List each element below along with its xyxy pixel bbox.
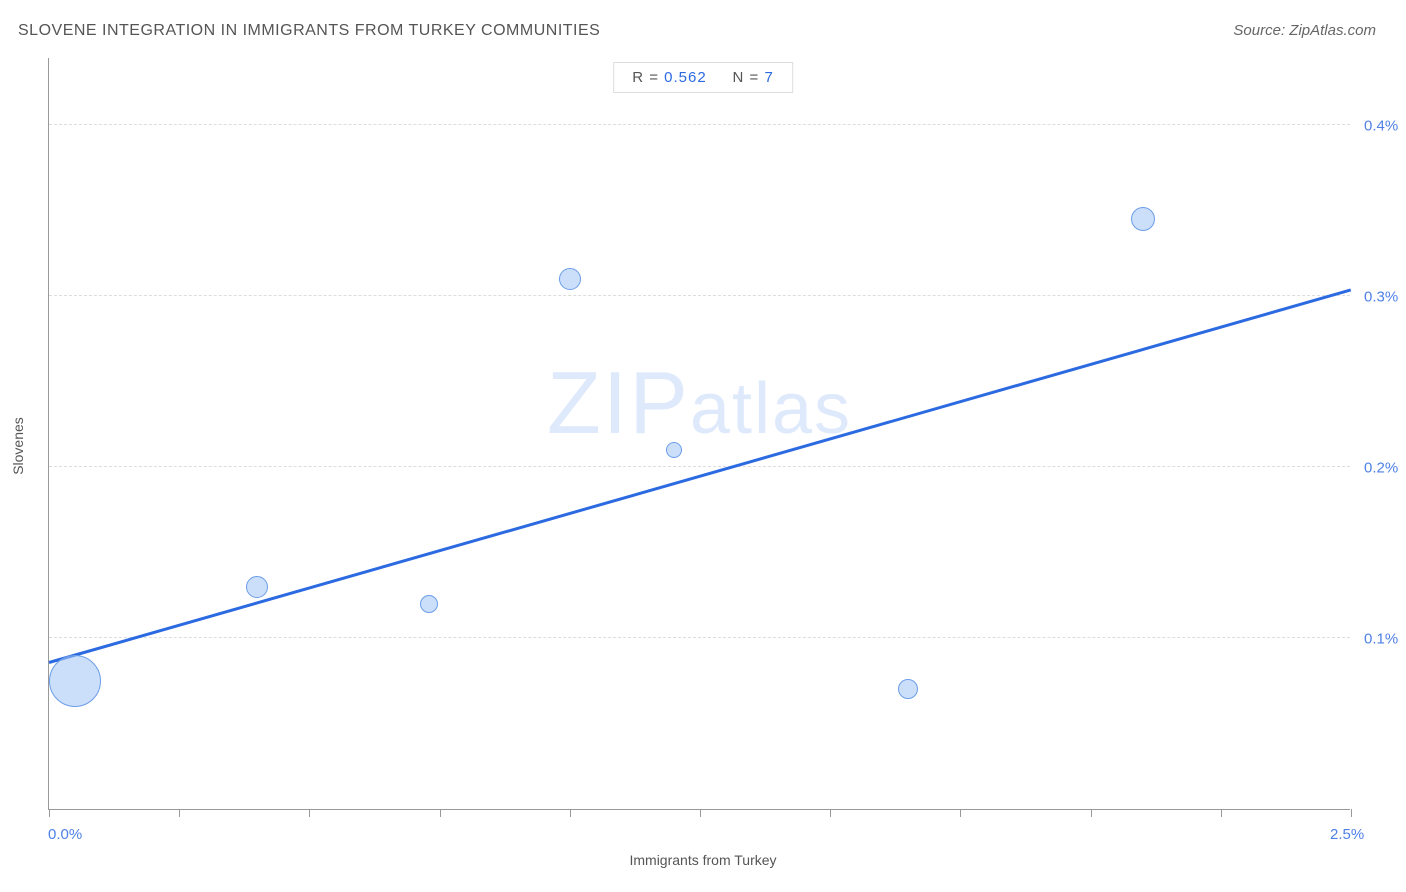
data-point [49, 655, 101, 707]
x-tick [49, 809, 50, 817]
source-name: ZipAtlas.com [1289, 22, 1376, 39]
n-value: 7 [764, 69, 773, 86]
y-gridline [49, 466, 1350, 467]
y-tick-label: 0.1% [1364, 631, 1398, 648]
y-gridline [49, 124, 1350, 125]
y-axis-label: Slovenes [10, 417, 26, 475]
n-label: N = [733, 69, 765, 86]
x-tick [440, 809, 441, 817]
data-point [1131, 207, 1155, 231]
r-label: R = [632, 69, 664, 86]
x-tick [570, 809, 571, 817]
x-tick [179, 809, 180, 817]
x-tick [830, 809, 831, 817]
y-tick-label: 0.4% [1364, 118, 1398, 135]
r-value: 0.562 [664, 69, 707, 86]
x-axis-label: Immigrants from Turkey [629, 852, 776, 868]
x-tick [309, 809, 310, 817]
data-point [898, 679, 918, 699]
y-tick-label: 0.2% [1364, 460, 1398, 477]
stats-box: R = 0.562 N = 7 [613, 62, 793, 93]
source-attribution: Source: ZipAtlas.com [1233, 22, 1376, 39]
chart-title: SLOVENE INTEGRATION IN IMMIGRANTS FROM T… [18, 22, 600, 40]
data-point [246, 576, 268, 598]
data-point [666, 442, 682, 458]
x-tick [1351, 809, 1352, 817]
y-gridline [49, 637, 1350, 638]
scatter-plot-area: ZIPatlas [48, 58, 1350, 810]
y-gridline [49, 295, 1350, 296]
x-tick [700, 809, 701, 817]
regression-line [49, 289, 1352, 664]
watermark: ZIPatlas [547, 352, 852, 454]
data-point [559, 268, 581, 290]
x-tick [1221, 809, 1222, 817]
x-tick-label: 2.5% [1330, 826, 1364, 843]
watermark-zip: ZIP [547, 353, 690, 452]
x-tick [960, 809, 961, 817]
source-prefix: Source: [1233, 22, 1289, 39]
x-tick-label: 0.0% [48, 826, 82, 843]
y-tick-label: 0.3% [1364, 289, 1398, 306]
data-point [420, 595, 438, 613]
x-tick [1091, 809, 1092, 817]
